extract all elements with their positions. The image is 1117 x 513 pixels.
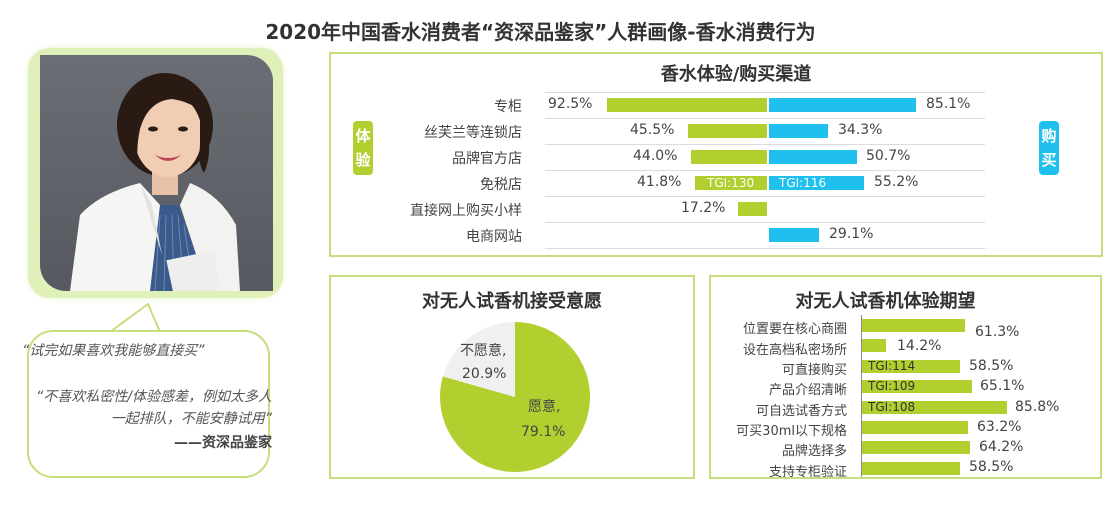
purchase-value: 34.3%	[838, 122, 883, 138]
expectation-label: 可买30ml以下规格	[736, 424, 847, 439]
channel-label: 专柜	[494, 99, 522, 115]
expectation-axis	[861, 315, 862, 477]
experience-bar	[691, 150, 767, 164]
expectation-value: 85.8%	[1015, 399, 1060, 415]
expectation-chart-panel: 对无人试香机体验期望	[709, 275, 1102, 479]
expectation-bar	[862, 339, 886, 352]
experience-bar	[607, 98, 767, 112]
expectation-tgi: TGI:109	[868, 379, 916, 393]
row-divider	[545, 118, 985, 119]
experience-value: 44.0%	[633, 148, 678, 164]
pie-no-label: 不愿意,	[460, 343, 507, 359]
expectation-value: 61.3%	[975, 324, 1020, 340]
quote-1: “试完如果喜欢我能够直接买”	[22, 343, 205, 359]
channel-label: 丝芙兰等连锁店	[424, 125, 522, 141]
channel-label: 电商网站	[466, 229, 522, 245]
experience-bar	[738, 202, 767, 216]
page-title-text: 2020年中国香水消费者“资深品鉴家”人群画像-香水消费行为	[265, 20, 816, 44]
row-divider	[545, 222, 985, 223]
acceptance-pie-title: 对无人试香机接受意愿	[422, 291, 602, 312]
purchase-value: 29.1%	[829, 226, 874, 242]
expectation-tgi: TGI:114	[868, 359, 916, 373]
persona-photo	[40, 55, 273, 291]
experience-value: 45.5%	[630, 122, 675, 138]
purchase-value: 55.2%	[874, 174, 919, 190]
expectation-bar	[862, 421, 968, 434]
expectation-label: 产品介绍清晰	[768, 383, 847, 398]
experience-value: 41.8%	[637, 174, 682, 190]
experience-value: 92.5%	[548, 96, 593, 112]
row-divider	[545, 170, 985, 171]
experience-bar	[695, 176, 767, 190]
expectation-label: 支持专柜验证	[768, 465, 847, 480]
purchase-bar	[769, 124, 828, 138]
channel-chart-title: 香水体验/购买渠道	[660, 64, 812, 85]
expectation-bar	[862, 441, 970, 454]
pie-yes-label: 愿意,	[528, 399, 561, 415]
expectation-value: 63.2%	[977, 419, 1022, 435]
expectation-tgi: TGI:108	[868, 400, 916, 414]
experience-bar	[688, 124, 767, 138]
row-divider	[545, 248, 985, 249]
expectation-value: 58.5%	[969, 459, 1014, 475]
experience-value: 17.2%	[681, 200, 726, 216]
channel-label: 品牌官方店	[452, 151, 522, 167]
experience-tag: 体验	[353, 121, 373, 175]
purchase-bar	[769, 98, 916, 112]
purchase-bar	[769, 150, 857, 164]
pie-no-value: 20.9%	[462, 366, 507, 382]
pie-yes-value: 79.1%	[521, 424, 566, 440]
purchase-tag: 购买	[1039, 121, 1059, 175]
expectation-value: 14.2%	[897, 338, 942, 354]
purchase-value: 85.1%	[926, 96, 971, 112]
expectation-value: 65.1%	[980, 378, 1025, 394]
row-divider	[545, 144, 985, 145]
purchase-bar	[769, 176, 864, 190]
quote-bubble	[27, 330, 270, 478]
experience-tgi: TGI:130	[707, 176, 755, 190]
purchase-bar	[769, 228, 819, 242]
expectation-chart-title: 对无人试香机体验期望	[795, 291, 976, 312]
expectation-label: 可自选试香方式	[755, 404, 847, 419]
row-divider	[545, 196, 985, 197]
expectation-bar	[862, 319, 965, 332]
expectation-label: 设在高档私密场所	[742, 343, 847, 358]
page-title: 2020年中国香水消费者“资深品鉴家”人群画像-香水消费行为	[0, 16, 1117, 45]
channel-label: 直接网上购买小样	[410, 203, 522, 219]
pie-slice-no	[442, 322, 515, 397]
channel-label: 免税店	[480, 177, 522, 193]
expectation-label: 可直接购买	[781, 363, 847, 378]
row-divider	[545, 92, 985, 93]
quote-2: “不喜欢私密性/体验感差，例如太多人一起排队，不能安静试用”	[36, 389, 272, 427]
bubble-tail	[110, 302, 161, 333]
acceptance-pie-chart	[440, 322, 590, 472]
purchase-tgi: TGI:116	[779, 176, 827, 190]
expectation-bar	[862, 380, 972, 393]
expectation-bar	[862, 360, 960, 373]
expectation-value: 58.5%	[969, 358, 1014, 374]
pie-slice-yes	[440, 322, 590, 472]
expectation-value: 64.2%	[979, 439, 1024, 455]
expectation-bar	[862, 462, 960, 475]
purchase-value: 50.7%	[866, 148, 911, 164]
expectation-label: 品牌选择多	[781, 444, 847, 459]
quote-author: ——资深品鉴家	[174, 435, 272, 451]
expectation-bar	[862, 401, 1007, 414]
expectation-label: 位置要在核心商圈	[742, 322, 847, 337]
persona-illustration	[70, 73, 240, 291]
